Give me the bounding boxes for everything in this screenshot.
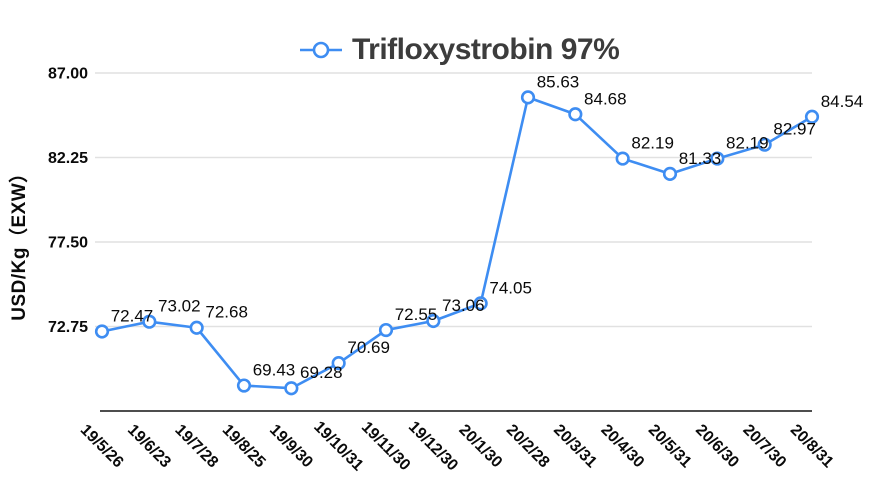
x-axis-tick-label: 19/5/26 <box>77 421 127 471</box>
x-axis-tick-label: 19/6/23 <box>124 421 174 471</box>
data-point-marker[interactable] <box>142 314 157 329</box>
data-point-label: 70.69 <box>347 338 390 357</box>
data-point-label: 82.97 <box>773 120 816 139</box>
x-axis-tick-label: 19/8/25 <box>219 421 269 471</box>
y-axis-title: USD/Kg（EXW） <box>7 163 30 321</box>
data-point-marker[interactable] <box>568 107 583 122</box>
data-point-label: 74.05 <box>489 278 532 297</box>
data-point-marker[interactable] <box>189 320 204 335</box>
data-point-label: 85.63 <box>537 72 580 91</box>
data-point-marker[interactable] <box>615 151 630 166</box>
data-point-marker[interactable] <box>520 90 536 105</box>
data-point-label: 72.68 <box>205 303 248 322</box>
data-point-marker[interactable] <box>236 378 252 393</box>
data-point-marker[interactable] <box>662 166 678 181</box>
x-axis-tick-label: 19/12/30 <box>405 418 461 474</box>
x-axis-tick-label: 20/4/30 <box>597 421 647 471</box>
x-axis-tick-label: 19/11/30 <box>358 419 414 475</box>
data-point-label: 73.06 <box>442 296 485 315</box>
x-axis-tick-label: 20/7/30 <box>739 421 789 471</box>
data-point-marker[interactable] <box>94 324 110 339</box>
y-axis-tick-label: 72.75 <box>48 319 88 336</box>
x-axis-tick-label: 20/3/31 <box>550 421 600 471</box>
data-point-label: 69.43 <box>253 361 296 380</box>
series-line <box>101 96 813 390</box>
x-axis-tick-label: 20/2/28 <box>503 421 553 471</box>
data-point-marker[interactable] <box>710 151 725 166</box>
data-point-label: 82.19 <box>726 134 769 153</box>
y-axis-tick-label: 87.00 <box>48 66 88 83</box>
chart-legend-item[interactable]: Trifloxystrobin 97% <box>299 33 620 67</box>
data-point-label: 81.33 <box>679 149 722 168</box>
x-axis-tick-label: 20/8/31 <box>787 421 837 471</box>
data-point-marker[interactable] <box>331 356 346 371</box>
data-point-marker[interactable] <box>473 296 488 311</box>
data-point-label: 84.54 <box>821 92 864 111</box>
x-axis-tick-label: 19/10/31 <box>310 418 366 474</box>
x-axis-tick-label: 20/5/31 <box>645 421 695 471</box>
data-point-marker[interactable] <box>757 137 772 152</box>
data-point-label: 82.19 <box>631 134 674 153</box>
y-axis-tick-label: 77.50 <box>48 235 88 252</box>
x-axis-tick-label: 19/9/30 <box>266 421 316 471</box>
data-point-label: 84.68 <box>584 89 627 108</box>
legend-label: Trifloxystrobin 97% <box>352 33 620 66</box>
data-point-marker[interactable] <box>284 381 299 396</box>
x-axis-tick-label: 19/7/28 <box>171 421 221 471</box>
data-point-marker[interactable] <box>426 313 441 329</box>
data-point-label: 69.28 <box>300 363 343 382</box>
data-point-marker[interactable] <box>804 109 820 124</box>
x-axis-tick-label: 20/1/30 <box>455 421 505 471</box>
x-axis-tick-label: 20/6/30 <box>692 421 742 471</box>
legend-line-marker-icon <box>300 41 342 59</box>
data-point-label: 72.55 <box>395 305 438 324</box>
data-point-label: 73.02 <box>158 297 201 316</box>
data-point-label: 72.47 <box>111 306 154 325</box>
data-point-marker[interactable] <box>378 322 394 338</box>
y-axis-tick-label: 82.25 <box>48 150 88 167</box>
